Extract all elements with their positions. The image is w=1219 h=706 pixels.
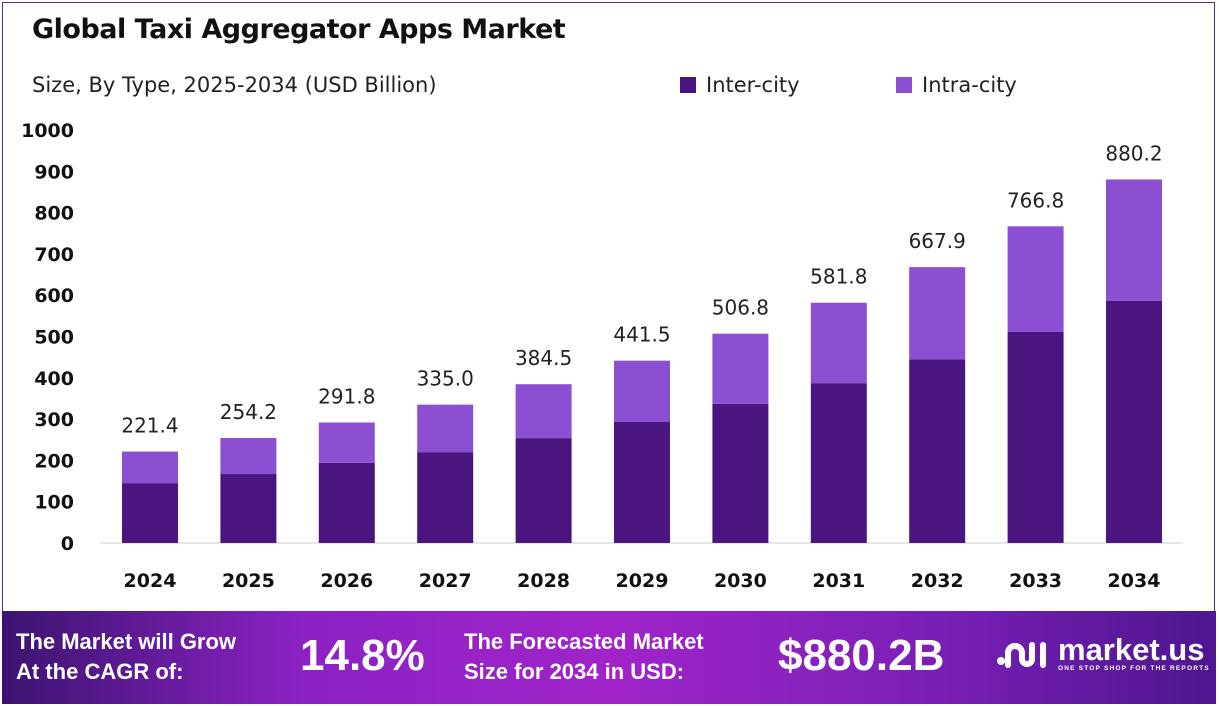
legend-swatch-intra-city: [896, 77, 912, 93]
legend-swatch-inter-city: [680, 77, 696, 93]
chart-subtitle: Size, By Type, 2025-2034 (USD Billion): [32, 73, 437, 97]
legend-item-inter-city: Inter-city: [680, 73, 800, 97]
bar-inter-city-2028: [515, 438, 572, 543]
chart-title: Global Taxi Aggregator Apps Market: [32, 14, 566, 45]
bar-chart: 0 100 200 300 400 500 600 700 800 900 1000 221.4 202…: [21, 120, 1183, 592]
market-us-logo: market.us ONE STOP SHOP FOR THE REPORTS: [996, 632, 1210, 672]
data-label-total: 254.2: [220, 400, 277, 424]
data-label-total: 291.8: [318, 384, 375, 408]
logo-name: market.us: [1058, 632, 1205, 667]
bar-intra-city-2026: [318, 422, 375, 463]
x-tick-label: 2034: [1108, 570, 1161, 592]
x-tick-label: 2032: [911, 570, 964, 592]
bar-inter-city-2030: [712, 403, 769, 543]
bar-intra-city-2034: [1106, 179, 1162, 301]
logo-tagline: ONE STOP SHOP FOR THE REPORTS: [1058, 665, 1210, 672]
bar-inter-city-2026: [318, 462, 375, 543]
logo-icon: [997, 641, 1046, 668]
bar-intra-city-2024: [122, 451, 178, 484]
y-tick-label: 0: [61, 533, 74, 555]
bar-inter-city-2031: [810, 383, 867, 543]
bar-intra-city-2029: [614, 360, 670, 422]
bar-intra-city-2031: [810, 302, 867, 384]
bar-intra-city-2033: [1007, 226, 1064, 332]
x-tick-label: 2030: [714, 570, 767, 592]
x-tick-label: 2026: [320, 570, 373, 592]
y-tick-label: 300: [34, 409, 74, 431]
data-label-total: 581.8: [810, 265, 867, 289]
y-tick-label: 600: [34, 285, 74, 307]
y-tick-label: 800: [34, 203, 74, 225]
legend-label: Inter-city: [706, 73, 800, 97]
data-label-total: 335.0: [417, 367, 474, 391]
bar-inter-city-2033: [1007, 331, 1064, 543]
data-label-total: 766.8: [1007, 188, 1064, 212]
y-tick-label: 900: [34, 161, 74, 183]
y-tick-label: 100: [34, 492, 74, 514]
y-tick-label: 500: [34, 327, 74, 349]
bar-intra-city-2025: [220, 438, 277, 475]
x-tick-label: 2029: [616, 570, 669, 592]
cagr-text-line2: At the CAGR of:: [16, 659, 184, 684]
footer-banner: The Market will Grow At the CAGR of: 14.…: [2, 611, 1216, 704]
y-tick-label: 400: [34, 368, 74, 390]
y-tick-label: 200: [34, 450, 74, 472]
x-tick-label: 2031: [812, 570, 865, 592]
bar-inter-city-2032: [909, 359, 966, 543]
bar-inter-city-2034: [1106, 300, 1162, 543]
x-tick-label: 2028: [517, 570, 570, 592]
data-label-total: 506.8: [712, 296, 769, 320]
bar-inter-city-2027: [417, 452, 474, 543]
bar-intra-city-2027: [417, 404, 474, 453]
data-label-total: 221.4: [121, 414, 178, 438]
data-label-total: 880.2: [1105, 141, 1162, 165]
data-label-total: 384.5: [515, 346, 572, 370]
bar-inter-city-2029: [614, 421, 670, 543]
x-tick-label: 2025: [222, 570, 275, 592]
forecast-value: $880.2B: [778, 631, 945, 680]
y-tick-label: 1000: [21, 120, 74, 142]
cagr-text-line1: The Market will Grow: [16, 629, 237, 654]
bar-inter-city-2025: [220, 474, 277, 543]
cagr-value: 14.8%: [300, 631, 425, 680]
y-tick-label: 700: [34, 244, 74, 266]
bar-intra-city-2030: [712, 333, 769, 404]
data-label-total: 667.9: [909, 229, 966, 253]
bar-intra-city-2028: [515, 384, 572, 439]
forecast-text-line2: Size for 2034 in USD:: [464, 659, 685, 684]
legend-label: Intra-city: [922, 73, 1017, 97]
bar-inter-city-2024: [122, 483, 178, 543]
bar-intra-city-2032: [909, 267, 966, 360]
legend-item-intra-city: Intra-city: [896, 73, 1017, 97]
x-tick-label: 2027: [419, 570, 472, 592]
forecast-text-line1: The Forecasted Market: [464, 629, 704, 654]
x-tick-label: 2033: [1009, 570, 1062, 592]
x-tick-label: 2024: [124, 570, 177, 592]
data-label-total: 441.5: [613, 323, 670, 347]
